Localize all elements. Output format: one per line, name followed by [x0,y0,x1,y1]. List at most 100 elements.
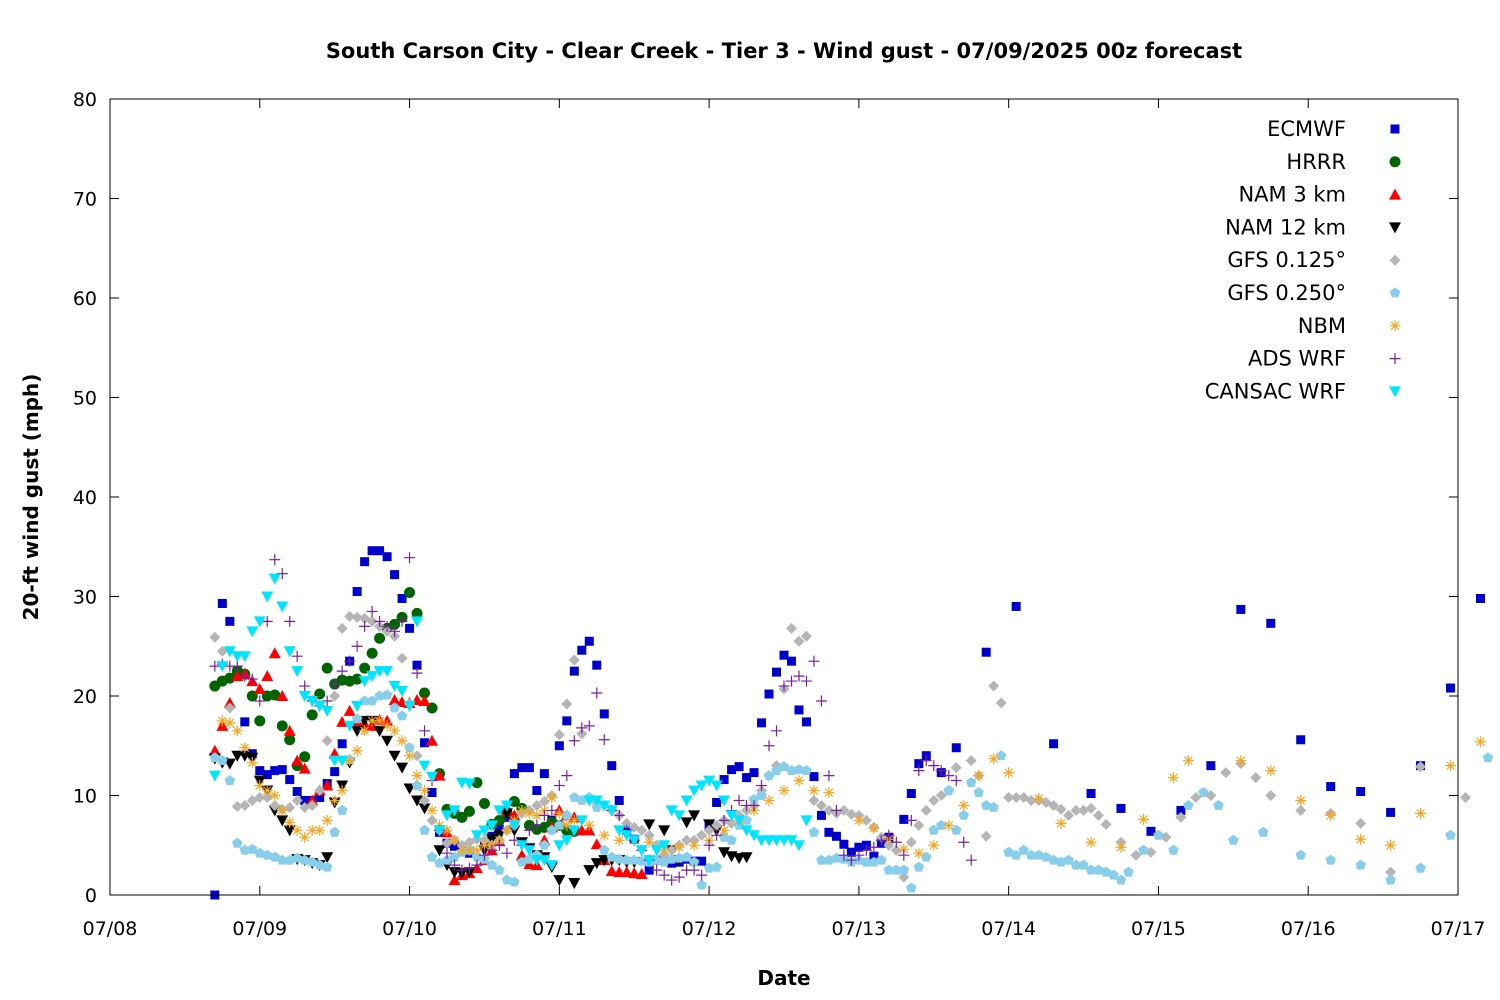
data-point [1325,809,1337,821]
data-point [905,814,917,826]
data-point [299,854,310,865]
data-point [539,769,549,779]
data-point [665,805,678,817]
data-point [800,815,813,827]
legend-marker [1389,320,1401,332]
data-point [419,794,431,806]
data-point [598,734,610,746]
legend-label: CANSAC WRF [1205,379,1346,403]
data-point [268,573,281,585]
data-point [898,864,910,875]
data-point [561,770,573,782]
data-point [404,552,416,564]
data-point [500,808,513,820]
data-point [524,763,534,773]
data-point [285,775,295,785]
data-point [763,740,775,752]
data-point [478,839,490,851]
data-point [553,840,566,852]
data-point [396,615,408,627]
data-point [778,761,790,772]
data-point [396,735,408,747]
data-point [635,845,648,857]
data-point [1482,752,1494,763]
data-point [576,722,588,734]
data-point [756,790,767,800]
data-point [314,859,325,870]
data-point [680,817,693,829]
data-point [517,763,527,773]
data-point [673,810,686,822]
data-point [291,666,304,678]
data-point [366,695,378,706]
data-point [712,797,722,807]
data-point [577,645,587,655]
data-point [329,826,340,837]
data-point [292,787,302,797]
data-point [516,804,528,816]
data-point [815,799,827,811]
data-point [419,687,431,699]
data-point [965,755,977,767]
data-point [224,717,236,729]
data-point [644,865,654,875]
data-point [561,819,573,831]
data-point [388,693,401,705]
data-point [688,785,701,797]
data-point [703,824,715,836]
data-point [246,757,258,769]
data-point [981,800,992,810]
data-point [366,647,378,659]
data-point [599,709,609,719]
legend-label: ADS WRF [1248,347,1346,371]
data-point [816,810,826,820]
data-point [433,769,446,781]
data-point [1198,787,1209,797]
data-point [898,849,910,861]
data-point [321,705,334,717]
data-point [839,839,849,849]
data-point [1063,809,1075,821]
data-point [546,824,558,835]
data-point [351,713,363,724]
data-point [1265,765,1277,777]
data-point [697,856,707,866]
data-point [749,768,759,778]
data-point [493,839,505,851]
data-point [711,819,723,831]
data-point [838,849,850,861]
data-point [419,725,431,737]
data-point [1115,874,1127,885]
data-point [658,840,671,852]
data-point [344,755,356,767]
data-point [441,824,453,836]
legend-label: NAM 12 km [1225,215,1346,239]
data-point [261,670,274,682]
data-point [1011,601,1021,611]
data-point [426,851,438,862]
data-point [1108,869,1119,880]
data-point [261,791,273,803]
data-point [209,660,221,672]
data-point [808,794,820,806]
data-point [351,725,364,737]
data-point [441,854,453,865]
data-point [568,814,580,826]
data-point [636,824,648,836]
data-point [268,647,281,659]
data-point [500,800,513,812]
data-point [553,875,566,887]
data-point [359,662,371,674]
data-point [553,807,565,819]
data-point [509,876,520,887]
data-point [351,611,363,623]
data-point [742,773,752,783]
data-point [381,666,394,678]
series-cansac-wrf [208,573,813,872]
data-point [899,814,909,824]
data-point [366,715,378,727]
data-point [1070,859,1082,870]
data-point [1085,802,1097,814]
data-point [321,735,333,747]
data-point [239,742,251,754]
